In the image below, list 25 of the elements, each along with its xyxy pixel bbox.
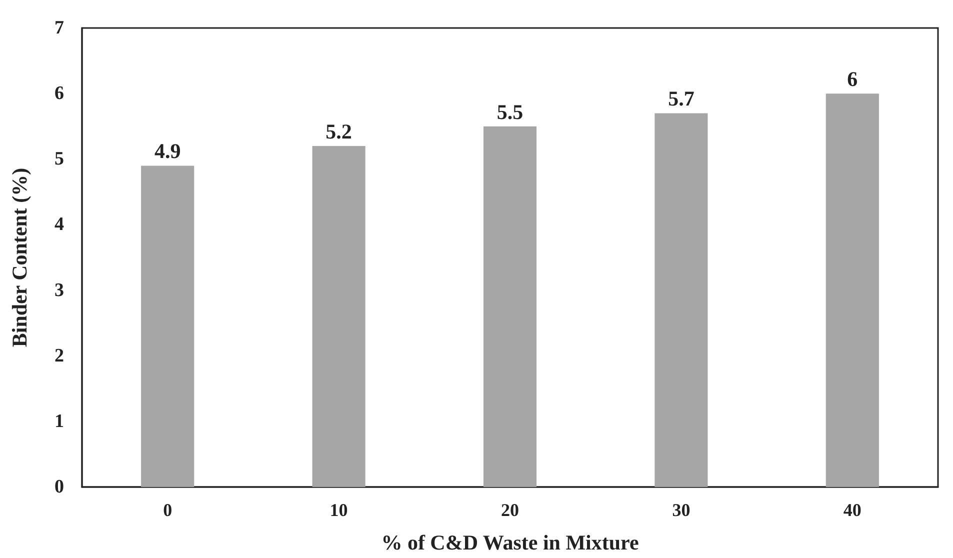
y-tick-label: 1 bbox=[54, 410, 64, 432]
data-label: 4.9 bbox=[154, 139, 181, 164]
x-tick-label: 0 bbox=[163, 500, 172, 520]
y-axis-title: Binder Content (%) bbox=[8, 168, 32, 348]
y-tick-label: 3 bbox=[54, 280, 64, 301]
y-tick-label: 5 bbox=[54, 148, 64, 170]
y-tick-label: 7 bbox=[54, 18, 64, 38]
bar bbox=[483, 126, 537, 487]
x-tick-label: 20 bbox=[501, 500, 519, 520]
bar bbox=[312, 146, 366, 487]
data-label: 6 bbox=[847, 67, 858, 92]
data-label: 5.2 bbox=[326, 120, 352, 144]
x-tick-label: 30 bbox=[672, 500, 690, 520]
x-tick-label: 10 bbox=[330, 500, 348, 520]
y-tick-label: 4 bbox=[54, 214, 64, 236]
bar bbox=[826, 94, 879, 487]
x-tick-label: 40 bbox=[843, 500, 862, 520]
bar bbox=[654, 113, 708, 487]
y-tick-label: 0 bbox=[54, 476, 64, 498]
bar bbox=[141, 166, 194, 487]
y-tick-label: 2 bbox=[54, 345, 64, 366]
data-label: 5.7 bbox=[668, 86, 694, 111]
y-tick-label: 6 bbox=[54, 83, 64, 104]
x-axis-title: % of C&D Waste in Mixture bbox=[381, 530, 639, 554]
data-label: 5.5 bbox=[496, 100, 524, 124]
